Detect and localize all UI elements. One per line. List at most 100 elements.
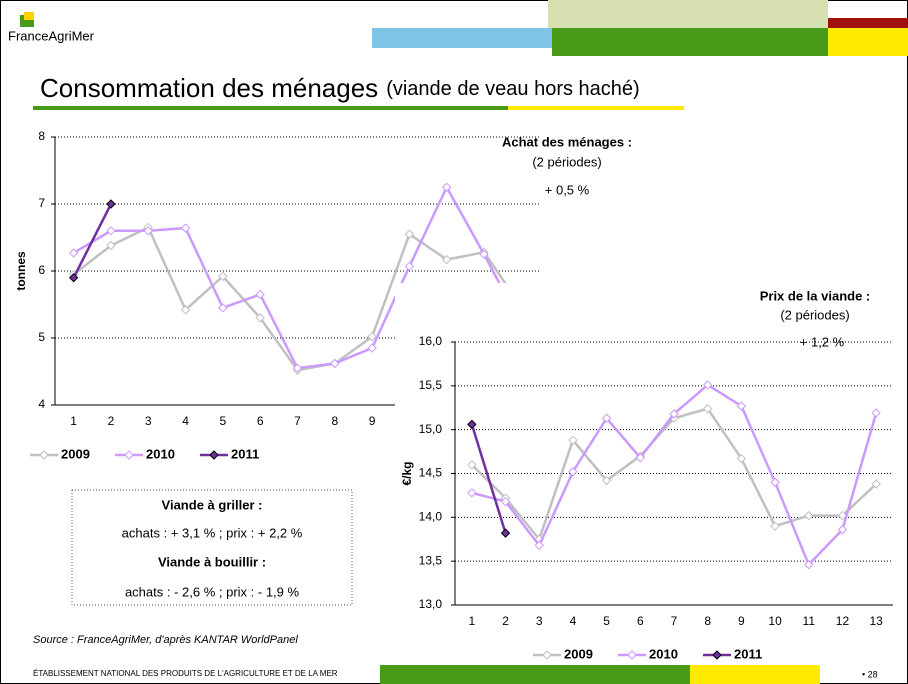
x-tick-label: 8 xyxy=(331,414,338,428)
point-marker xyxy=(255,289,265,300)
title: Consommation des ménages xyxy=(40,73,378,103)
x-tick-label: 10 xyxy=(768,614,782,628)
x-tick-label: 6 xyxy=(257,414,264,428)
legend-label: 2011 xyxy=(734,646,762,661)
legend-label: 2010 xyxy=(146,446,175,461)
y-tick-label: 14,0 xyxy=(419,510,443,524)
legend-marker xyxy=(542,650,552,660)
point-marker xyxy=(404,229,415,239)
deco-bar xyxy=(548,0,828,28)
point-marker xyxy=(467,460,477,470)
point-marker xyxy=(467,488,477,498)
y-axis-label: tonnes xyxy=(14,251,28,291)
page-number: • 28 xyxy=(862,669,878,679)
source: Source : FranceAgriMer, d'après KANTAR W… xyxy=(33,634,298,646)
point-marker xyxy=(534,540,544,551)
x-tick-label: 4 xyxy=(182,414,189,428)
point-marker xyxy=(404,261,415,272)
subtitle: (viande de veau hors haché) xyxy=(386,78,640,100)
point-marker xyxy=(837,510,848,521)
annotation: Prix de la viande : xyxy=(760,288,871,303)
point-marker xyxy=(804,559,814,570)
point-marker xyxy=(871,479,881,489)
logo-text: FranceAgriMer xyxy=(8,28,95,43)
point-marker xyxy=(255,313,265,323)
y-tick-label: 13,0 xyxy=(419,597,443,611)
legend-marker xyxy=(124,450,134,460)
y-tick-label: 15,5 xyxy=(419,378,443,392)
annotation: + 0,5 % xyxy=(545,182,590,197)
y-tick-label: 5 xyxy=(38,330,45,344)
point-marker xyxy=(568,467,578,477)
deco-bar xyxy=(552,28,830,56)
x-tick-label: 11 xyxy=(803,614,816,628)
y-tick-label: 7 xyxy=(38,196,45,210)
chart-2-bg xyxy=(395,283,907,668)
x-tick-label: 2 xyxy=(502,614,509,628)
box-text: Viande à bouillir : xyxy=(158,554,266,569)
deco-bar xyxy=(828,18,908,28)
legend-marker xyxy=(209,450,219,460)
point-marker xyxy=(367,331,377,342)
box-text: Viande à griller : xyxy=(162,497,263,512)
point-marker xyxy=(568,435,578,445)
x-tick-label: 5 xyxy=(603,614,610,628)
point-marker xyxy=(479,249,489,259)
x-tick-label: 2 xyxy=(108,414,115,428)
point-marker xyxy=(143,226,153,236)
deco-bar xyxy=(33,106,508,110)
x-tick-label: 9 xyxy=(738,614,745,628)
y-tick-label: 16,0 xyxy=(419,334,443,348)
point-marker xyxy=(218,271,228,282)
annotation: + 1,2 % xyxy=(800,334,845,349)
point-marker xyxy=(180,305,191,315)
annotation: (2 périodes) xyxy=(780,307,849,322)
y-tick-label: 14,5 xyxy=(419,466,443,480)
point-marker xyxy=(736,401,747,411)
annotation: Achat des ménages : xyxy=(502,134,632,149)
point-marker xyxy=(467,419,477,430)
deco-bar xyxy=(508,106,684,110)
point-marker xyxy=(770,477,780,487)
point-marker xyxy=(770,521,780,531)
x-tick-label: 3 xyxy=(536,614,543,628)
x-tick-label: 7 xyxy=(294,414,301,428)
slide-title: Consommation des ménages (viande de veau … xyxy=(40,73,640,103)
logo-icon xyxy=(24,12,34,20)
legend-label: 2011 xyxy=(231,446,259,461)
box-text: achats : + 3,1 % ; prix : + 2,2 % xyxy=(122,525,303,540)
point-marker xyxy=(804,510,814,521)
point-marker xyxy=(330,358,340,369)
deco-bar xyxy=(372,28,552,48)
point-marker xyxy=(669,409,679,419)
deco-bar xyxy=(828,28,908,56)
point-marker xyxy=(106,199,116,209)
legend-marker xyxy=(39,450,49,460)
legend-label: 2010 xyxy=(649,646,678,661)
point-marker xyxy=(68,272,79,283)
point-marker xyxy=(442,254,452,265)
x-tick-label: 6 xyxy=(637,614,644,628)
x-tick-label: 5 xyxy=(220,414,227,428)
deco-bar xyxy=(690,665,820,684)
y-axis-label: €/kg xyxy=(400,461,414,485)
point-marker xyxy=(442,182,452,192)
x-tick-label: 13 xyxy=(869,614,883,628)
point-marker xyxy=(601,413,612,423)
y-tick-label: 8 xyxy=(38,129,45,143)
chart-1: 4 5 6 7 8 1 2 3 4 5 6 7 8 9 tonnes 2009 2010 2011 Achat de… xyxy=(14,129,632,461)
x-tick-label: 7 xyxy=(671,614,678,628)
point-marker xyxy=(500,528,511,538)
point-marker xyxy=(218,303,228,313)
point-marker xyxy=(702,380,713,390)
point-marker xyxy=(601,475,612,486)
x-tick-label: 1 xyxy=(70,414,77,428)
series-line xyxy=(470,424,507,534)
x-tick-label: 3 xyxy=(145,414,152,428)
point-marker xyxy=(292,363,303,373)
x-tick-label: 9 xyxy=(369,414,376,428)
point-marker xyxy=(500,496,511,507)
chart-2: 13,013,514,014,515,015,516,01 2 3 4 5 6 7 8 9 10 1… xyxy=(400,288,893,661)
y-tick-label: 6 xyxy=(38,263,45,277)
